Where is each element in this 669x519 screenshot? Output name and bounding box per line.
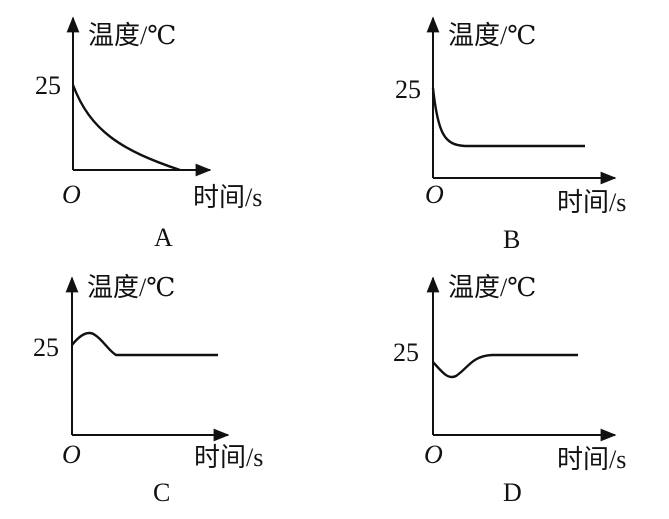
panel-b: 温度/℃ 25 O 时间/s B: [395, 16, 626, 254]
panel-a: 温度/℃ 25 O 时间/s A: [35, 16, 262, 252]
curve: [71, 84, 181, 172]
origin: O: [425, 180, 444, 209]
x-label: 时间/s: [193, 183, 262, 212]
y-label: 温度/℃: [448, 21, 536, 50]
y-tick: 25: [393, 338, 419, 367]
origin: O: [424, 440, 443, 469]
panel-c: 温度/℃ 25 O 时间/s C: [33, 273, 263, 507]
caption: B: [503, 225, 520, 254]
x-label: 时间/s: [557, 445, 626, 474]
y-label: 温度/℃: [448, 273, 536, 302]
y-tick: 25: [35, 71, 61, 100]
y-label: 温度/℃: [87, 273, 175, 302]
curve: [431, 87, 585, 148]
y-label: 温度/℃: [88, 21, 176, 50]
origin: O: [62, 180, 81, 209]
y-tick: 25: [33, 333, 59, 362]
x-label: 时间/s: [194, 443, 263, 472]
caption: D: [503, 478, 522, 507]
x-label: 时间/s: [557, 188, 626, 217]
caption: A: [154, 223, 173, 252]
caption: C: [153, 478, 170, 507]
origin: O: [62, 440, 81, 469]
y-tick: 25: [395, 75, 421, 104]
panel-d: 温度/℃ 25 O 时间/s D: [393, 273, 626, 507]
curve: [71, 331, 218, 357]
curve: [432, 353, 578, 379]
